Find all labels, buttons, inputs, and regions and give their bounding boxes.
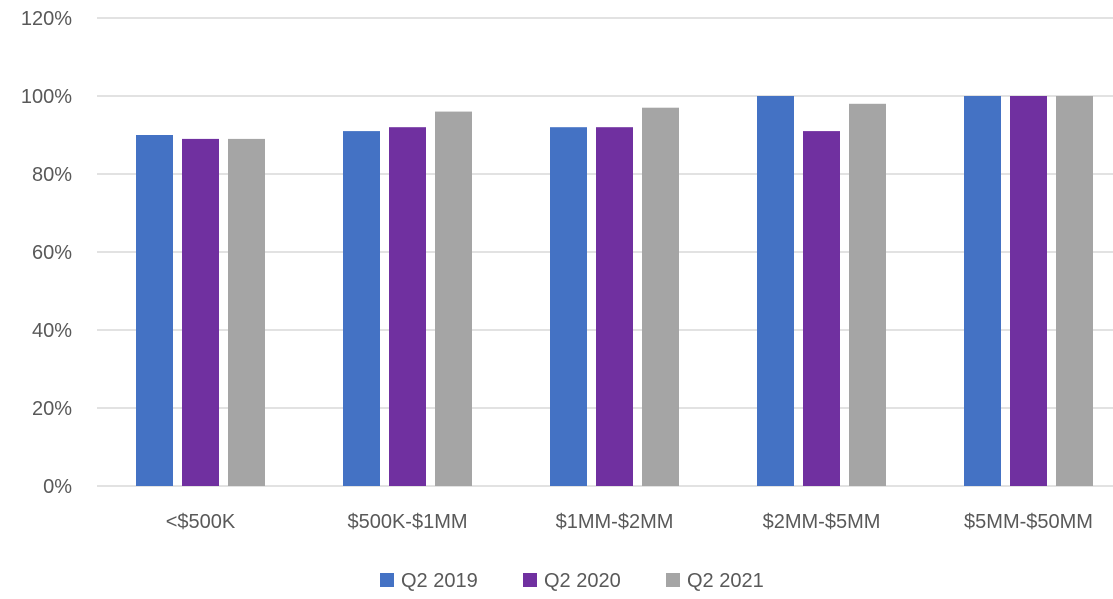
bar-q2-2021: [1056, 96, 1093, 486]
x-axis-tick-labels: <$500K $500K-$1MM $1MM-$2MM $2MM-$5MM $5MM-$…: [166, 511, 1093, 533]
bar-q2-2020: [182, 138, 219, 486]
bar-q2-2019: [136, 135, 173, 486]
y-tick-label: 60%: [32, 242, 72, 264]
bar-q2-2019: [343, 131, 380, 486]
legend-item: Q2 2021: [666, 570, 764, 592]
y-tick-label: 40%: [32, 320, 72, 342]
y-tick-label: 100%: [21, 86, 72, 108]
bar-q2-2021: [435, 111, 472, 486]
bar-q2-2021: [849, 103, 886, 487]
y-tick-label: 120%: [21, 8, 72, 30]
legend-swatch: [666, 573, 680, 587]
x-tick-label: <$500K: [166, 511, 236, 533]
legend-item: Q2 2020: [523, 570, 621, 592]
legend-label: Q2 2019: [401, 570, 478, 592]
bar-q2-2019: [964, 96, 1001, 486]
x-tick-label: $1MM-$2MM: [556, 511, 674, 533]
legend: Q2 2019 Q2 2020 Q2 2021: [380, 570, 764, 592]
y-axis-tick-labels: 0% 20% 40% 60% 80% 100% 120%: [21, 8, 72, 498]
bar-q2-2021: [642, 107, 679, 486]
x-tick-label: $5MM-$50MM: [964, 511, 1093, 533]
bars: [136, 96, 1093, 487]
legend-swatch: [523, 573, 537, 587]
y-tick-label: 80%: [32, 164, 72, 186]
x-tick-label: $500K-$1MM: [347, 511, 467, 533]
x-tick-label: $2MM-$5MM: [763, 511, 881, 533]
bar-q2-2021: [228, 138, 265, 486]
y-tick-label: 0%: [43, 476, 72, 498]
legend-item: Q2 2019: [380, 570, 478, 592]
legend-label: Q2 2021: [687, 570, 764, 592]
legend-label: Q2 2020: [544, 570, 621, 592]
bar-q2-2019: [757, 96, 794, 486]
bar-q2-2020: [803, 131, 840, 486]
bar-q2-2020: [1010, 96, 1047, 486]
bar-q2-2019: [550, 127, 587, 486]
y-tick-label: 20%: [32, 398, 72, 420]
legend-swatch: [380, 573, 394, 587]
bar-q2-2020: [596, 127, 633, 486]
bar-q2-2020: [389, 127, 426, 486]
